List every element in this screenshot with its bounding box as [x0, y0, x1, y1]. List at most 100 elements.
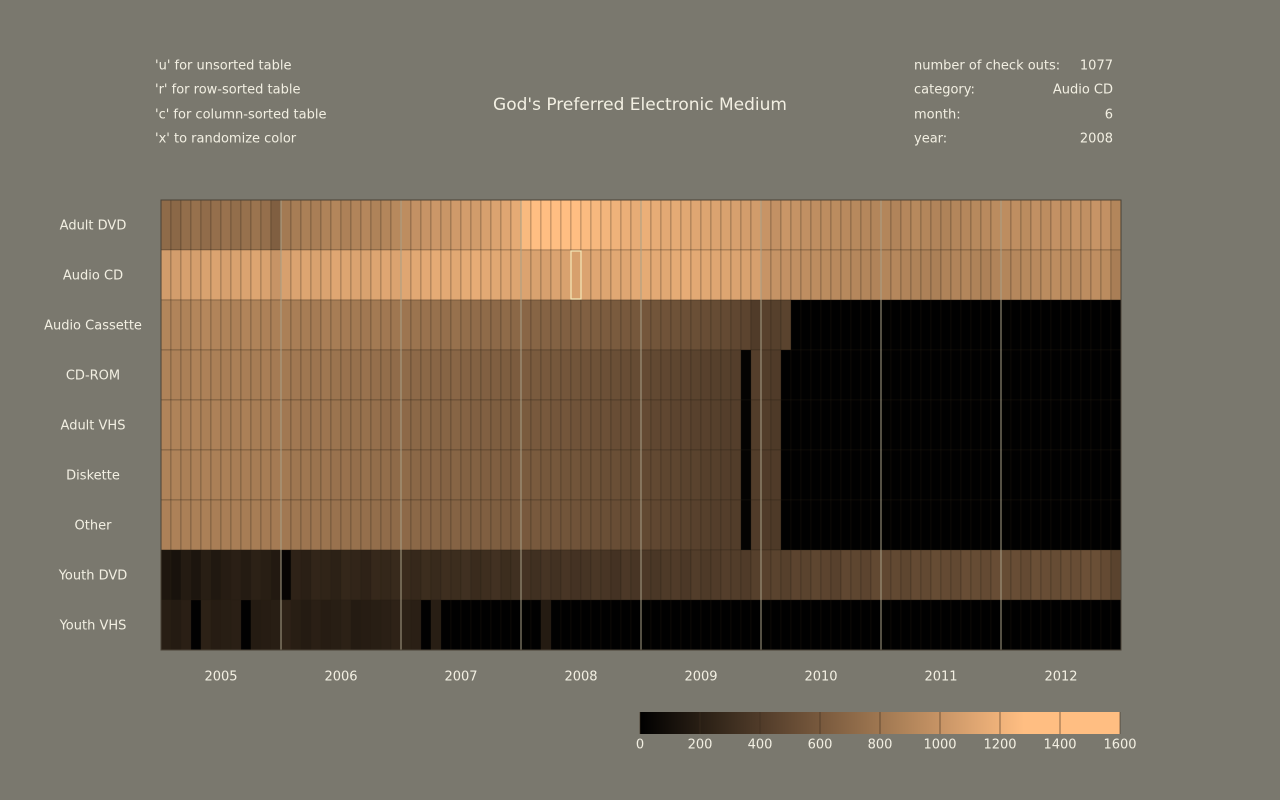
heat-cell — [830, 199, 842, 251]
heat-cell — [1080, 399, 1092, 451]
heat-cell — [820, 199, 832, 251]
heat-cell — [650, 249, 662, 301]
heat-cell — [400, 549, 412, 601]
heat-cell — [930, 499, 942, 551]
heat-cell — [1110, 449, 1122, 501]
heat-cell — [560, 199, 572, 251]
heat-cell — [630, 449, 642, 501]
heat-cell — [350, 199, 362, 251]
heat-cell — [650, 449, 662, 501]
heat-cell — [760, 449, 772, 501]
heat-cell — [1010, 249, 1022, 301]
heat-cell — [910, 249, 922, 301]
heat-cell — [940, 599, 952, 651]
heat-cell — [230, 549, 242, 601]
heat-cell — [310, 299, 322, 351]
heat-cell — [370, 549, 382, 601]
heat-cell — [680, 299, 692, 351]
x-tick-label: 2009 — [684, 670, 717, 685]
heat-cell — [280, 399, 292, 451]
heat-cell — [960, 499, 972, 551]
heat-cell — [790, 499, 802, 551]
heat-cell — [560, 249, 572, 301]
heat-cell — [190, 349, 202, 401]
row-label: CD-ROM — [66, 369, 120, 384]
heat-cell — [1060, 599, 1072, 651]
heat-cell — [1060, 299, 1072, 351]
heat-cell — [630, 199, 642, 251]
heat-cell — [1090, 399, 1102, 451]
info-value: Audio CD — [1053, 83, 1113, 98]
instruction: 'u' for unsorted table — [155, 59, 291, 74]
heat-cell — [580, 399, 592, 451]
info-value: 2008 — [1080, 132, 1113, 147]
heat-cell — [600, 549, 612, 601]
heat-cell — [1020, 249, 1032, 301]
x-tick-label: 2010 — [804, 670, 837, 685]
heat-cell — [600, 499, 612, 551]
heat-cell — [990, 499, 1002, 551]
heat-cell — [790, 399, 802, 451]
heat-cell — [440, 449, 452, 501]
heat-cell — [160, 349, 172, 401]
heat-cell — [330, 249, 342, 301]
heat-cell — [200, 549, 212, 601]
heat-cell — [890, 249, 902, 301]
heat-cell — [590, 449, 602, 501]
heat-cell — [860, 549, 872, 601]
heat-cell — [840, 299, 852, 351]
heat-cell — [1020, 449, 1032, 501]
heat-cell — [820, 349, 832, 401]
x-tick-label: 2008 — [564, 670, 597, 685]
heat-cell — [1030, 249, 1042, 301]
heat-cell — [250, 299, 262, 351]
heat-cell — [330, 199, 342, 251]
heat-cell — [970, 599, 982, 651]
heat-cell — [320, 249, 332, 301]
heat-cell — [960, 549, 972, 601]
heat-cell — [180, 399, 192, 451]
heat-cell — [480, 499, 492, 551]
heat-cell — [390, 499, 402, 551]
heat-cell — [390, 249, 402, 301]
heat-cell — [520, 499, 532, 551]
heat-cell — [540, 399, 552, 451]
heat-cell — [980, 399, 992, 451]
heat-cell — [1020, 499, 1032, 551]
heat-cell — [520, 399, 532, 451]
info-value: 1077 — [1080, 59, 1113, 74]
heat-cell — [680, 599, 692, 651]
heat-cell — [570, 599, 582, 651]
heat-cell — [890, 299, 902, 351]
heat-cell — [570, 299, 582, 351]
heat-cell — [200, 199, 212, 251]
heat-cell — [170, 199, 182, 251]
heat-cell — [520, 199, 532, 251]
heat-cell — [1080, 199, 1092, 251]
heat-cell — [740, 449, 752, 501]
heat-cell — [420, 549, 432, 601]
heat-cell — [160, 549, 172, 601]
heat-cell — [860, 399, 872, 451]
heat-cell — [250, 349, 262, 401]
heat-cell — [420, 199, 432, 251]
heat-cell — [310, 549, 322, 601]
heat-cell — [620, 349, 632, 401]
heat-cell — [1030, 399, 1042, 451]
heat-cell — [620, 549, 632, 601]
heat-cell — [240, 399, 252, 451]
heat-cell — [970, 499, 982, 551]
heat-cell — [940, 249, 952, 301]
heat-cell — [1070, 299, 1082, 351]
heat-cell — [610, 349, 622, 401]
heat-cell — [820, 499, 832, 551]
heat-cell — [320, 399, 332, 451]
heat-cell — [440, 199, 452, 251]
heat-cell — [720, 549, 732, 601]
heat-cell — [710, 599, 722, 651]
heat-cell — [280, 549, 292, 601]
heat-cell — [690, 449, 702, 501]
heat-cell — [790, 549, 802, 601]
heat-cell — [340, 499, 352, 551]
heat-cell — [630, 549, 642, 601]
